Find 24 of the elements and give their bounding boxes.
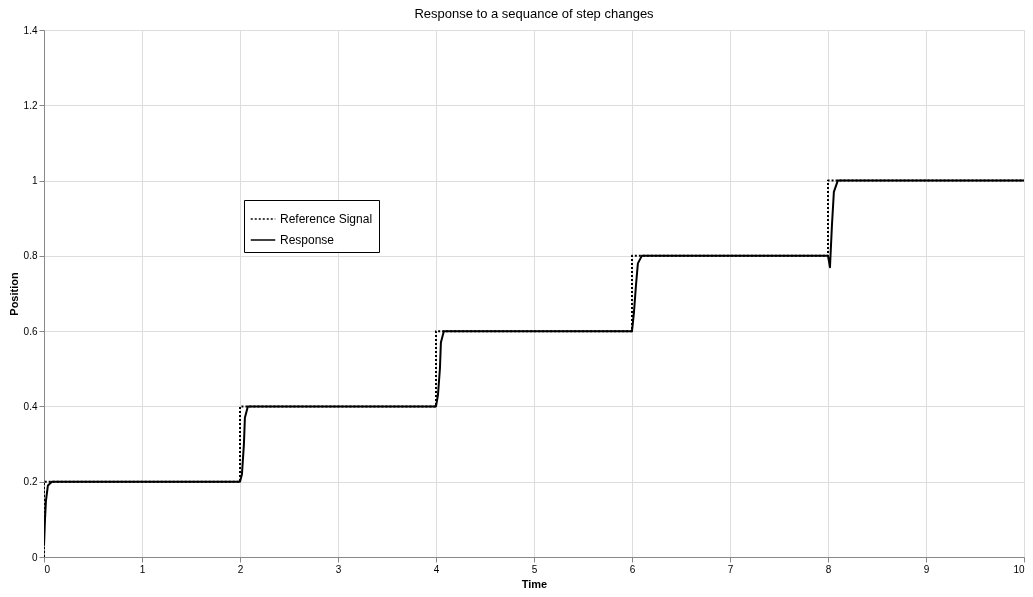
y-tick-label: 1 — [31, 175, 38, 187]
x-tick-label: 10 — [1013, 563, 1025, 575]
y-tick-label: 0.2 — [23, 476, 38, 488]
x-tick-label: 6 — [629, 563, 636, 575]
y-tick-label: 0.6 — [23, 325, 38, 337]
x-axis-title: Time — [521, 577, 548, 590]
x-tick-label: 8 — [825, 563, 832, 575]
x-tick-label: 3 — [335, 563, 342, 575]
x-tick-label: 0 — [44, 563, 51, 575]
y-axis-title: Position — [7, 272, 20, 316]
y-tick-label: 0.8 — [23, 250, 38, 262]
x-tick-label: 7 — [727, 563, 734, 575]
legend-label: Response — [280, 233, 335, 247]
x-tick-label: 2 — [237, 563, 244, 575]
legend-label: Reference Signal — [280, 212, 373, 226]
chart-title: Response to a sequance of step changes — [414, 6, 655, 21]
y-tick-label: 1.4 — [23, 24, 38, 36]
x-tick-label: 1 — [139, 563, 146, 575]
x-tick-label: 9 — [923, 563, 930, 575]
x-tick-label: 5 — [531, 563, 538, 575]
y-tick-label: 0.4 — [23, 400, 38, 412]
y-tick-label: 1.2 — [23, 99, 38, 111]
y-tick-label: 0 — [31, 551, 38, 563]
x-tick-label: 4 — [433, 563, 440, 575]
